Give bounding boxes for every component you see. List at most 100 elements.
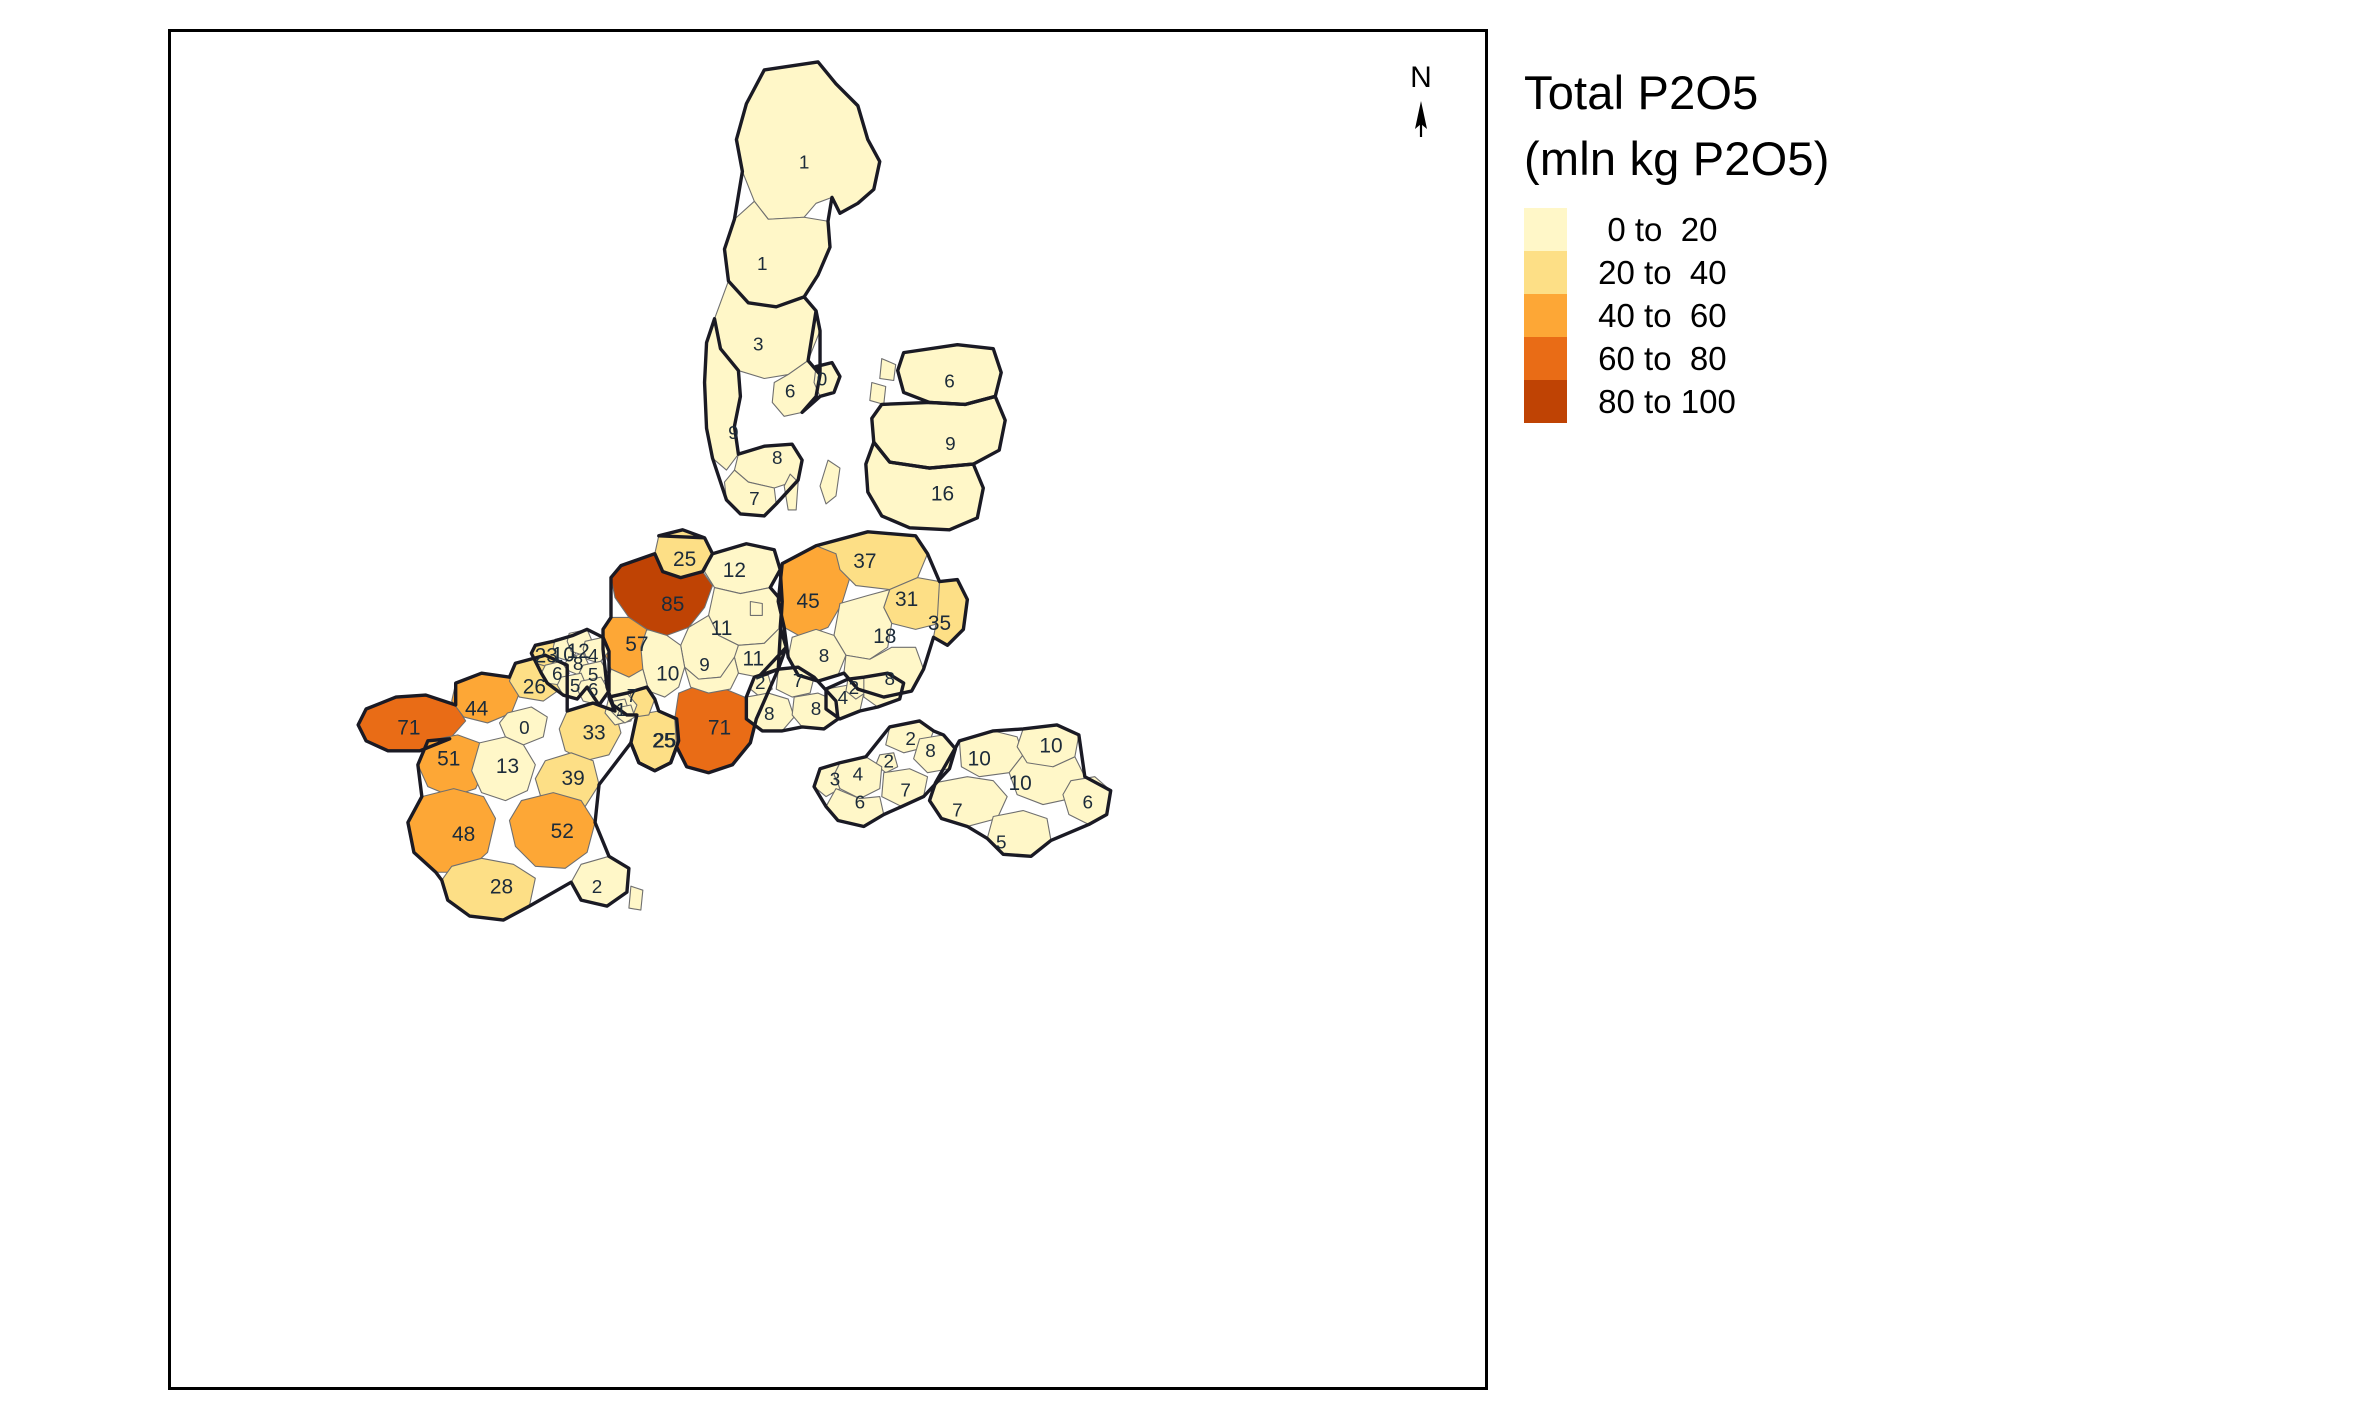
legend-color-swatch [1524,337,1567,380]
region-value-label: 6 [552,664,563,685]
region-value-label: 6 [944,371,955,392]
region-value-label: 10 [1039,734,1062,757]
region-value-label: 71 [397,716,420,739]
region-value-label: 28 [490,876,513,899]
map-region-unlabeled[interactable] [628,885,644,911]
region-value-label: 4 [588,646,599,667]
region-value-label: 33 [582,721,605,744]
legend-color-swatch [1524,294,1567,337]
region-value-label: 9 [945,434,956,455]
region-value-label: 8 [764,704,775,725]
region-value-label: 25 [673,548,696,571]
map-region[interactable] [498,706,548,746]
region-value-label: 8 [884,669,895,690]
region-value-label: 9 [728,423,739,444]
region-value-label: 45 [796,590,819,613]
region-value-label: 6 [588,680,599,701]
region-value-label: 39 [562,767,585,790]
region-value-label: 0 [817,370,828,391]
map-region-unlabeled[interactable] [749,600,763,616]
map-region-unlabeled[interactable] [869,381,887,405]
region-value-label: 23 [535,645,558,668]
legend-color-swatch [1524,380,1567,423]
region-value-label: 37 [853,550,876,573]
region-value-label: 8 [811,699,822,720]
region-value-label: 2 [905,729,916,750]
legend-range-label: 20 to 40 [1589,254,1727,291]
map-region[interactable] [508,792,596,869]
country-outline [812,719,958,829]
region-value-label: 11 [742,648,764,671]
regions-layer [357,61,1112,921]
region-value-label: 1 [616,700,627,721]
region-value-label: 11 [711,617,733,640]
region-value-label: 8 [772,448,783,469]
map-region-unlabeled[interactable] [819,459,841,505]
region-value-label: 16 [931,482,954,505]
region-value-label: 44 [465,698,488,721]
country-outline [870,394,1007,470]
legend-title-line-1: Total P2O5 [1524,66,1759,119]
region-value-label: 4 [853,765,864,786]
region-value-label: 2 [592,877,603,898]
region-value-label: 7 [749,489,760,510]
north-arrow: N [1398,63,1444,143]
region-value-label: 2 [883,752,894,773]
legend-title-line-2: (mln kg P2O5) [1524,132,1830,185]
region-value-label: 0 [519,718,530,739]
country-outline [601,528,788,775]
region-value-label: 51 [437,747,460,770]
region-value-label: 31 [895,588,918,611]
map-region-unlabeled[interactable] [879,358,897,382]
region-value-label: 71 [708,716,731,739]
region-value-label: 12 [723,559,746,582]
region-value-label: 5 [570,676,581,697]
legend-range-label: 60 to 80 [1589,340,1727,377]
legend-row: 20 to 40 [1524,251,2044,294]
country-outline [927,723,1113,859]
region-value-label: 1 [757,254,768,275]
region-value-label: 3 [830,770,841,791]
region-value-label: 1 [799,152,810,173]
region-value-label: 7 [900,781,911,802]
map-region[interactable] [640,628,686,698]
map-region[interactable] [417,734,487,798]
region-value-label: 18 [873,625,896,648]
map-region[interactable] [471,736,536,802]
country-outline [702,317,804,518]
legend-color-swatch [1524,208,1567,251]
map-canvas-frame: 1 1 3 6 0 9 8 7 6 9 16 25 85 12 11 57 9 11 10 7 25 71 45 37 31 35… [168,29,1488,1390]
north-arrow-icon [1415,101,1427,137]
region-value-label: 6 [855,793,866,814]
region-value-label: 35 [928,612,951,635]
region-value-label: 10 [1008,772,1031,795]
region-value-label: 5 [996,832,1007,853]
region-value-label: 1 [616,700,627,721]
region-value-label: 4 [838,688,849,709]
region-value-label: 7 [952,801,963,822]
region-value-label: 25 [652,729,675,752]
region-value-label: 5 [588,665,599,686]
region-value-label: 8 [925,741,936,762]
country-outline [529,627,611,707]
region-value-label: 2 [849,678,860,699]
legend-range-label: 0 to 20 [1589,211,1718,248]
region-value-label: 8 [573,654,584,675]
region-value-label: 12 [567,640,590,663]
legend-row: 40 to 60 [1524,294,2044,337]
country-outline [864,440,985,532]
region-value-label: 10 [656,663,679,686]
legend-range-label: 40 to 60 [1589,297,1727,334]
region-value-label: 10 [968,747,991,770]
region-value-label: 7 [627,686,638,707]
north-arrow-label: N [1410,61,1432,94]
region-value-label: 8 [819,646,830,667]
region-value-label: 26 [523,676,546,699]
region-value-label: 6 [785,381,796,402]
country-outlines-layer [356,60,1113,922]
region-value-label: 3 [753,335,764,356]
country-outline [722,60,882,415]
map-region-unlabeled[interactable] [684,656,739,694]
